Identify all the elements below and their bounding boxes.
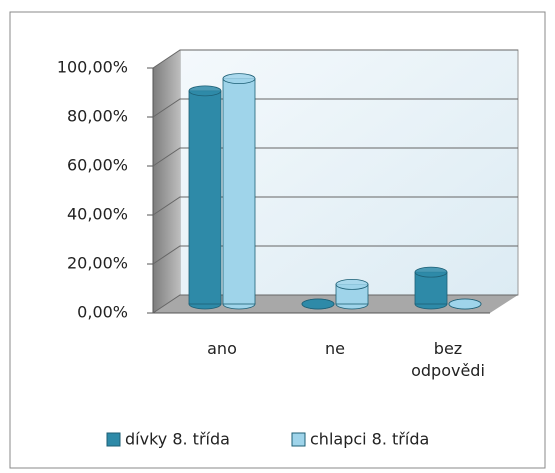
grid-line [152,49,518,69]
bar-top [188,85,222,97]
bar-body [188,90,222,305]
grid-line [152,294,518,314]
y-tick-label: 40,00% [67,205,128,224]
grid-line [152,98,518,118]
legend-swatch [106,432,121,447]
bar [222,73,256,310]
legend-swatch [291,432,306,447]
y-tick-label: 60,00% [67,156,128,175]
bar-body [222,78,256,305]
bar [188,85,222,310]
bar [448,298,482,310]
y-tick-label: 0,00% [77,303,128,322]
bar-top [222,73,256,84]
x-tick-label: ne [325,339,345,358]
bar-top [448,298,482,310]
legend-label: dívky 8. třída [125,430,230,449]
bar-top [414,266,448,278]
legend-label: chlapci 8. třída [310,430,429,449]
x-tick-label: bez odpovědi [411,339,485,380]
bar [414,266,448,310]
bar-top [335,278,369,290]
y-tick-label: 100,00% [57,58,128,77]
y-tick-label: 80,00% [67,107,128,126]
grid-line [152,147,518,167]
grid-line [152,245,518,265]
side-wall [153,50,180,313]
x-tick-label: ano [207,339,237,358]
bar [301,298,335,310]
bar-top [301,298,335,310]
bar [335,278,369,310]
y-tick-label: 20,00% [67,254,128,273]
grid-line [152,196,518,216]
